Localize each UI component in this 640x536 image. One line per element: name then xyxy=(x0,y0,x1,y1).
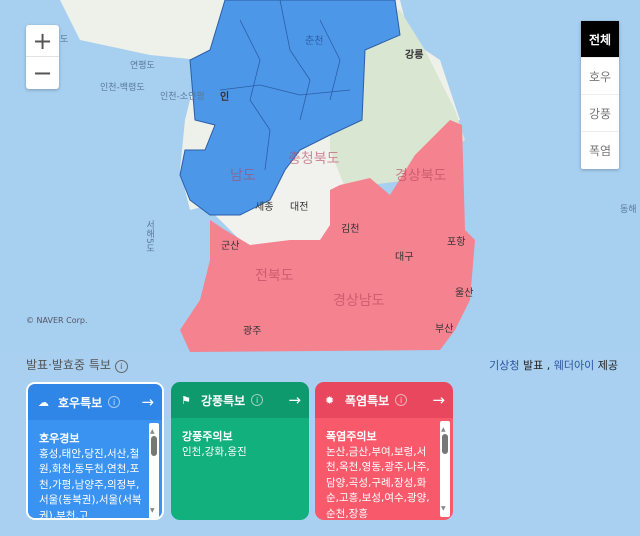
rain-region xyxy=(179,0,401,216)
arrow-right-icon[interactable]: → xyxy=(432,391,445,409)
wind-flag-icon: ⚑ xyxy=(181,393,191,407)
zoom-in-button[interactable]: + xyxy=(26,25,59,57)
map-label: 경상남도 xyxy=(333,293,385,309)
map-label: 대구 xyxy=(395,252,414,263)
map-label: 대전 xyxy=(290,202,309,213)
map-label: 서해5도 xyxy=(144,220,154,253)
warning-level: 폭염주의보 xyxy=(326,430,377,443)
map-label: 경상북도 xyxy=(395,168,447,184)
map-label: 도 xyxy=(60,35,69,45)
info-icon[interactable]: i xyxy=(251,394,264,406)
section-title: 발표·발효중 특보 i xyxy=(26,356,128,373)
map-label: 강릉 xyxy=(405,50,424,61)
map-label: 연평도 xyxy=(130,61,155,71)
warning-areas: 인천,강화,옹진 xyxy=(182,445,247,458)
map-label: 포항 xyxy=(447,237,466,248)
heat-warning-card[interactable]: ✹ 폭염특보 i → 폭염주의보 논산,금산,부여,보령,서천,옥천,영동,광주,나주,… xyxy=(315,382,453,520)
map-label: 광주 xyxy=(243,326,262,337)
heat-region xyxy=(180,120,475,352)
warning-level: 강풍주의보 xyxy=(182,430,233,443)
weather-map[interactable] xyxy=(0,0,640,352)
map-label: 충청북도 xyxy=(288,151,340,167)
map-label: 인천-소연평 xyxy=(160,92,205,102)
map-copyright: © NAVER Corp. xyxy=(26,316,88,325)
weatheri-link[interactable]: 웨더아이 xyxy=(553,359,595,372)
scrollbar[interactable]: ▲ ▼ xyxy=(149,423,159,518)
filter-heat[interactable]: 폭염 xyxy=(588,144,612,158)
info-icon[interactable]: i xyxy=(108,396,121,408)
info-icon[interactable]: i xyxy=(114,360,128,373)
rain-warning-card[interactable]: ☁ 호우특보 i → 호우경보 홍성,태안,당진,서산,철원,화천,동두천,연천,포천,… xyxy=(26,382,164,520)
warning-areas: 홍성,태안,당진,서산,철원,화천,동두천,연천,포천,가평,남양주,의정부,서… xyxy=(39,447,142,520)
kma-link[interactable]: 기상청 xyxy=(489,359,520,372)
provider-credit: 기상청 발표 , 웨더아이 제공 xyxy=(489,359,618,372)
rain-cloud-icon: ☁ xyxy=(38,395,49,409)
map-label: 남도 xyxy=(230,168,256,184)
warning-level: 호우경보 xyxy=(39,432,80,445)
warning-areas: 논산,금산,부여,보령,서천,옥천,영동,광주,나주,담양,곡성,구례,장성,화… xyxy=(326,445,430,520)
map-label: 울산 xyxy=(455,288,474,299)
map-label: 인천-백령도 xyxy=(100,83,145,93)
sun-icon: ✹ xyxy=(325,393,335,407)
map-label: 전북도 xyxy=(255,268,294,284)
zoom-control: + − xyxy=(26,25,59,89)
info-icon[interactable]: i xyxy=(395,394,408,406)
filter-rain[interactable]: 호우 xyxy=(581,58,619,95)
map-label: 춘천 xyxy=(305,36,324,47)
scrollbar[interactable]: ▲ ▼ xyxy=(440,421,450,517)
map-label: 세종 xyxy=(255,202,274,213)
arrow-right-icon[interactable]: → xyxy=(141,393,154,411)
map-label: 군산 xyxy=(221,241,240,252)
map-label: 인 xyxy=(220,92,230,103)
filter-wind[interactable]: 강풍 xyxy=(581,95,619,132)
arrow-right-icon[interactable]: → xyxy=(288,391,301,409)
warning-filter: 전체 호우 강풍 폭염 xyxy=(581,21,619,169)
filter-all[interactable]: 전체 xyxy=(581,21,619,58)
map-label: 김천 xyxy=(341,224,360,235)
zoom-out-button[interactable]: − xyxy=(32,59,53,87)
wind-warning-card[interactable]: ⚑ 강풍특보 i → 강풍주의보 인천,강화,옹진 xyxy=(171,382,309,520)
map-label: 부산 xyxy=(435,324,454,335)
map-label: 동해 xyxy=(620,205,637,215)
